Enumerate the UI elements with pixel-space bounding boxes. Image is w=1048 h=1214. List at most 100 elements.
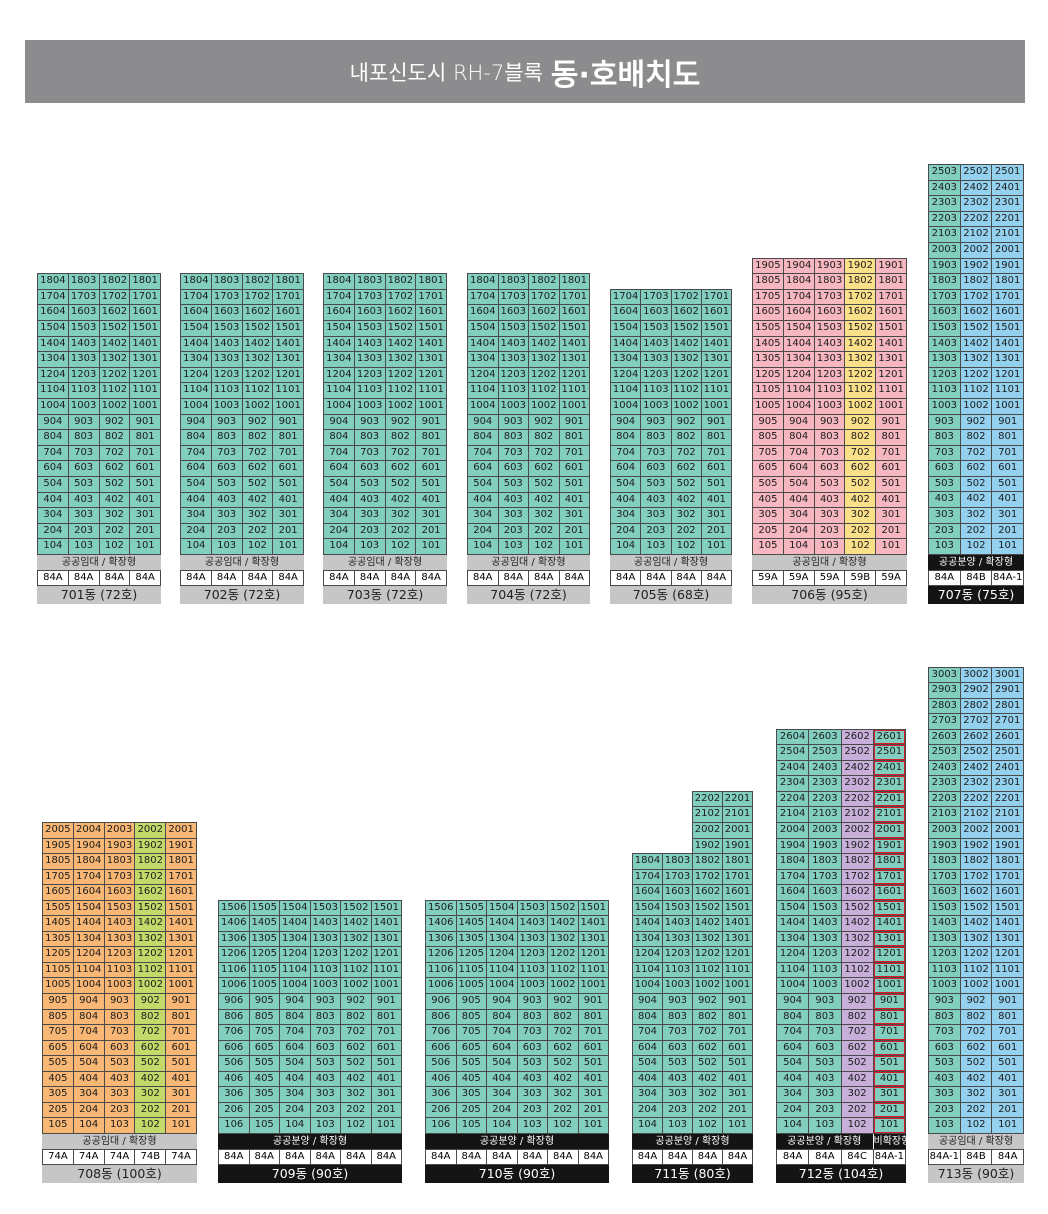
unit-cell[interactable]: 102 xyxy=(670,538,702,555)
unit-cell[interactable]: 905 xyxy=(455,993,487,1010)
unit-cell[interactable]: 703 xyxy=(662,1024,693,1041)
unit-cell[interactable]: 901 xyxy=(872,992,907,1010)
unit-cell[interactable]: 1505 xyxy=(455,899,487,917)
unit-cell[interactable]: 1004 xyxy=(72,977,105,995)
unit-cell[interactable]: 1501 xyxy=(370,899,402,917)
unit-cell[interactable]: 2001 xyxy=(872,821,907,839)
unit-cell[interactable]: 2202 xyxy=(959,790,993,808)
unit-cell[interactable]: 1203 xyxy=(353,366,386,384)
unit-cell[interactable]: 403 xyxy=(67,491,100,509)
unit-cell[interactable]: 1204 xyxy=(486,946,518,963)
unit-cell[interactable]: 1501 xyxy=(700,319,733,337)
unit-cell[interactable]: 1602 xyxy=(959,884,993,901)
unit-cell[interactable]: 1505 xyxy=(248,899,280,917)
unit-cell[interactable]: 1301 xyxy=(370,930,402,948)
unit-cell[interactable]: 1002 xyxy=(384,397,417,415)
unit-cell[interactable]: 1602 xyxy=(959,304,993,321)
unit-cell[interactable]: 1902 xyxy=(844,257,877,275)
unit-cell[interactable]: 702 xyxy=(840,1024,874,1041)
unit-cell[interactable]: 1403 xyxy=(210,335,243,353)
unit-cell[interactable]: 603 xyxy=(103,1039,136,1057)
unit-cell[interactable]: 103 xyxy=(309,1117,341,1134)
unit-cell[interactable]: 2302 xyxy=(959,775,993,792)
unit-cell[interactable]: 2902 xyxy=(959,682,993,699)
unit-cell[interactable]: 1502 xyxy=(98,319,131,337)
unit-cell[interactable]: 1501 xyxy=(129,319,161,337)
unit-cell[interactable]: 1603 xyxy=(640,304,672,321)
unit-cell[interactable]: 303 xyxy=(353,507,386,524)
unit-cell[interactable]: 1903 xyxy=(928,257,961,275)
unit-cell[interactable]: 1204 xyxy=(72,946,105,963)
unit-cell[interactable]: 904 xyxy=(609,413,642,431)
unit-cell[interactable]: 1803 xyxy=(353,273,386,290)
unit-cell[interactable]: 1003 xyxy=(67,397,100,415)
unit-cell[interactable]: 1802 xyxy=(98,273,131,290)
unit-cell[interactable]: 802 xyxy=(340,1008,372,1026)
unit-cell[interactable]: 1501 xyxy=(577,899,609,917)
unit-cell[interactable]: 501 xyxy=(991,475,1024,493)
unit-cell[interactable]: 204 xyxy=(72,1101,105,1119)
unit-cell[interactable]: 1703 xyxy=(640,288,672,306)
unit-cell[interactable]: 604 xyxy=(323,460,355,477)
unit-cell[interactable]: 1502 xyxy=(528,319,560,337)
unit-cell[interactable]: 803 xyxy=(662,1008,693,1026)
unit-cell[interactable]: 1001 xyxy=(872,977,907,994)
unit-cell[interactable]: 1602 xyxy=(844,304,877,321)
unit-cell[interactable]: 304 xyxy=(632,1086,663,1103)
unit-cell[interactable]: 703 xyxy=(813,444,846,462)
unit-cell[interactable]: 503 xyxy=(808,1055,842,1072)
unit-cell[interactable]: 801 xyxy=(875,429,907,446)
unit-cell[interactable]: 2002 xyxy=(692,821,723,839)
unit-cell[interactable]: 2901 xyxy=(991,682,1024,699)
unit-cell[interactable]: 301 xyxy=(370,1086,402,1103)
unit-cell[interactable]: 1704 xyxy=(467,288,499,306)
unit-cell[interactable]: 802 xyxy=(692,1008,723,1026)
unit-cell[interactable]: 2602 xyxy=(840,728,874,746)
unit-cell[interactable]: 404 xyxy=(37,491,69,509)
unit-cell[interactable]: 1803 xyxy=(103,853,136,870)
unit-cell[interactable]: 1901 xyxy=(875,257,907,275)
unit-cell[interactable]: 1001 xyxy=(272,397,304,415)
unit-cell[interactable]: 304 xyxy=(782,507,815,524)
unit-cell[interactable]: 1804 xyxy=(37,273,69,290)
unit-cell[interactable]: 1104 xyxy=(775,961,810,979)
unit-cell[interactable]: 503 xyxy=(516,1055,548,1072)
unit-cell[interactable]: 301 xyxy=(872,1086,907,1103)
unit-cell[interactable]: 606 xyxy=(218,1039,250,1057)
unit-cell[interactable]: 902 xyxy=(547,993,579,1010)
unit-cell[interactable]: 1201 xyxy=(415,366,447,384)
unit-cell[interactable]: 1901 xyxy=(991,837,1024,855)
unit-cell[interactable]: 404 xyxy=(632,1070,663,1088)
unit-cell[interactable]: 1501 xyxy=(875,319,907,337)
unit-cell[interactable]: 1104 xyxy=(279,961,311,979)
unit-cell[interactable]: 103 xyxy=(67,538,100,555)
unit-cell[interactable]: 1102 xyxy=(528,382,560,399)
unit-cell[interactable]: 1204 xyxy=(775,946,810,963)
unit-cell[interactable]: 1503 xyxy=(353,319,386,337)
unit-cell[interactable]: 802 xyxy=(528,429,560,446)
unit-cell[interactable]: 304 xyxy=(180,507,212,524)
unit-cell[interactable]: 2201 xyxy=(722,790,753,808)
unit-cell[interactable]: 3001 xyxy=(991,666,1024,684)
unit-cell[interactable]: 1703 xyxy=(67,288,100,306)
unit-cell[interactable]: 806 xyxy=(218,1008,250,1026)
unit-cell[interactable]: 1604 xyxy=(609,304,642,321)
unit-cell[interactable]: 901 xyxy=(577,993,609,1010)
unit-cell[interactable]: 2301 xyxy=(872,775,907,792)
unit-cell[interactable]: 401 xyxy=(129,491,161,509)
unit-cell[interactable]: 1303 xyxy=(516,930,548,948)
unit-cell[interactable]: 303 xyxy=(640,507,672,524)
unit-cell[interactable]: 1504 xyxy=(486,899,518,917)
unit-cell[interactable]: 1902 xyxy=(959,837,993,855)
unit-cell[interactable]: 2003 xyxy=(928,821,961,839)
unit-cell[interactable]: 1102 xyxy=(844,382,877,399)
unit-cell[interactable]: 501 xyxy=(722,1055,753,1072)
unit-cell[interactable]: 403 xyxy=(497,491,529,509)
unit-cell[interactable]: 2502 xyxy=(959,744,993,761)
unit-cell[interactable]: 1303 xyxy=(808,930,842,948)
unit-cell[interactable]: 1203 xyxy=(103,946,136,963)
unit-cell[interactable]: 701 xyxy=(872,1024,907,1041)
unit-cell[interactable]: 1003 xyxy=(103,977,136,995)
unit-cell[interactable]: 1702 xyxy=(840,868,874,886)
unit-cell[interactable]: 204 xyxy=(279,1101,311,1119)
